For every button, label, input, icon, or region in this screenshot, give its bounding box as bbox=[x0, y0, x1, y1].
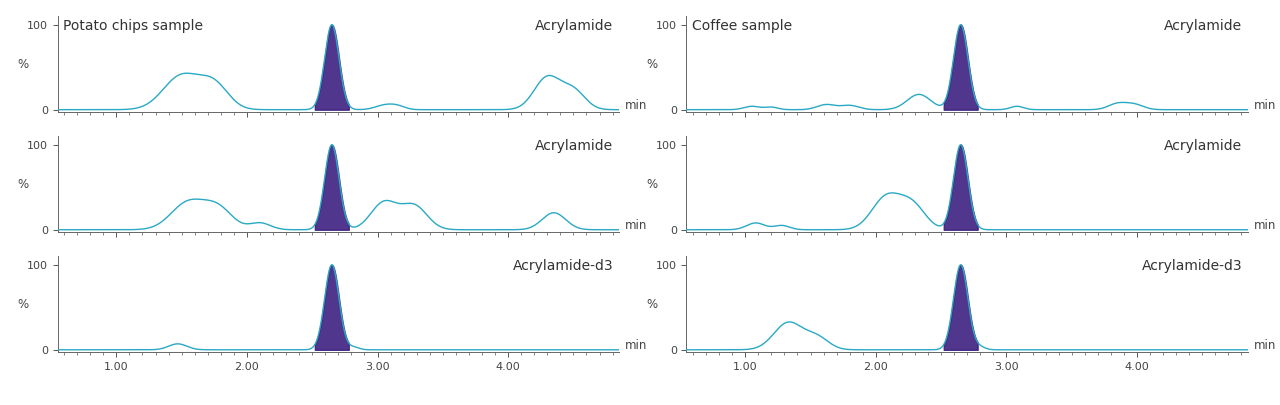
Text: Acrylamide: Acrylamide bbox=[535, 139, 613, 153]
Y-axis label: %: % bbox=[646, 298, 657, 311]
Text: min: min bbox=[1253, 219, 1276, 232]
Y-axis label: %: % bbox=[646, 58, 657, 71]
Text: min: min bbox=[1253, 339, 1276, 352]
Text: min: min bbox=[625, 339, 648, 352]
Text: Coffee sample: Coffee sample bbox=[692, 19, 792, 33]
Text: min: min bbox=[625, 99, 648, 112]
Text: Acrylamide-d3: Acrylamide-d3 bbox=[513, 259, 613, 273]
Text: min: min bbox=[625, 219, 648, 232]
Y-axis label: %: % bbox=[17, 298, 28, 311]
Text: Acrylamide: Acrylamide bbox=[535, 19, 613, 33]
Text: Acrylamide: Acrylamide bbox=[1165, 139, 1243, 153]
Text: Acrylamide-d3: Acrylamide-d3 bbox=[1142, 259, 1243, 273]
Text: Acrylamide: Acrylamide bbox=[1165, 19, 1243, 33]
Y-axis label: %: % bbox=[17, 178, 28, 191]
Y-axis label: %: % bbox=[646, 178, 657, 191]
Y-axis label: %: % bbox=[17, 58, 28, 71]
Text: min: min bbox=[1253, 99, 1276, 112]
Text: Potato chips sample: Potato chips sample bbox=[63, 19, 204, 33]
